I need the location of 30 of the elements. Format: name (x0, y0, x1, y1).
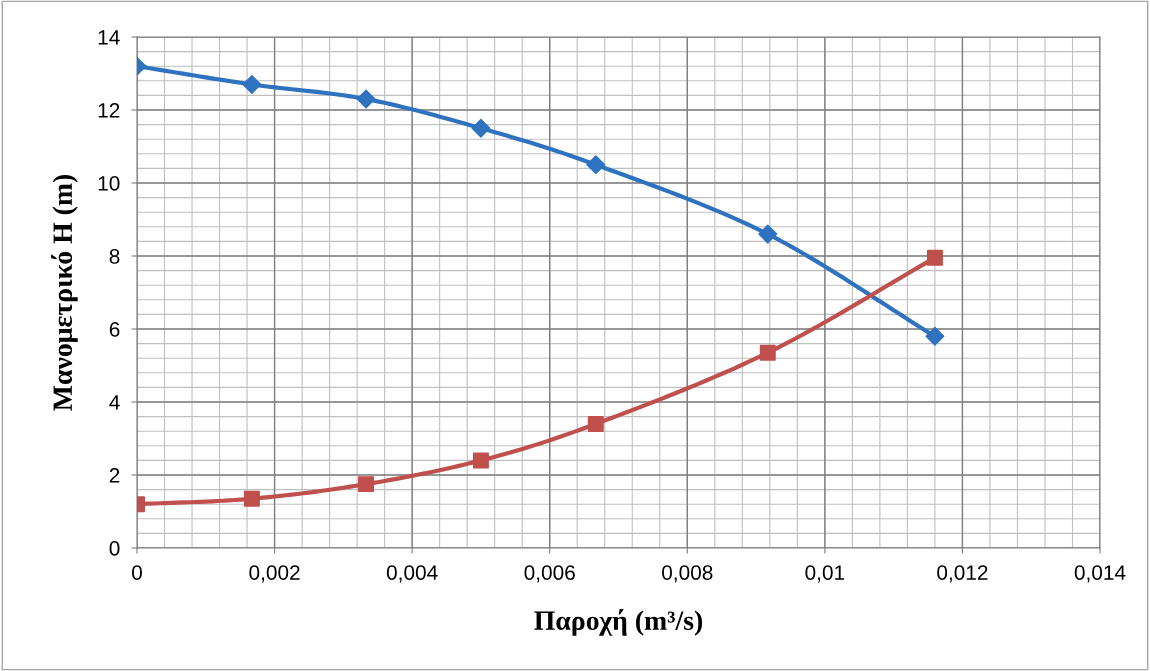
y-tick-label: 2 (109, 468, 120, 483)
y-tick-label: 6 (109, 322, 120, 337)
point (358, 476, 375, 493)
y-tick-label: 8 (109, 249, 120, 264)
x-tick-label: 0,01 (805, 565, 845, 583)
point (587, 415, 604, 432)
point (758, 224, 778, 244)
point (243, 490, 260, 507)
y-axis-title: Μανομετρικό H (m) (51, 174, 78, 411)
x-tick-label: 0,014 (1074, 565, 1126, 583)
point (586, 155, 606, 175)
point (242, 74, 262, 94)
point (472, 452, 489, 469)
x-tick-label: 0,002 (249, 565, 300, 583)
x-axis-title: Παροχή (m³/s) (534, 609, 703, 636)
point (925, 326, 945, 346)
y-tick-label: 4 (109, 395, 120, 410)
x-tick-label: 0,008 (662, 565, 713, 583)
y-tick-label: 14 (98, 30, 120, 45)
point (759, 344, 776, 361)
y-tick-label: 12 (98, 103, 120, 118)
y-tick-label: 0 (109, 541, 120, 556)
y-tick-label: 10 (98, 176, 120, 191)
point (356, 89, 376, 109)
x-tick-label: 0,012 (937, 565, 988, 583)
x-tick-label: 0 (132, 565, 142, 580)
point (471, 118, 491, 138)
point (926, 249, 943, 266)
x-tick-label: 0,004 (386, 565, 438, 583)
x-tick-label: 0,006 (524, 565, 575, 583)
